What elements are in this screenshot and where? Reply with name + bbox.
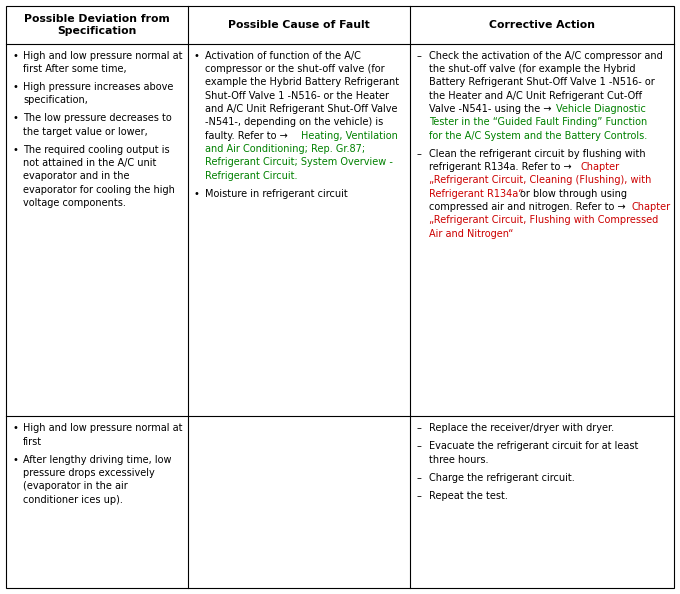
Text: Heating, Ventilation: Heating, Ventilation <box>301 131 398 141</box>
Text: Vehicle Diagnostic: Vehicle Diagnostic <box>556 104 645 114</box>
Text: The required cooling output is: The required cooling output is <box>23 145 169 155</box>
Text: refrigerant R134a. Refer to →: refrigerant R134a. Refer to → <box>429 162 575 172</box>
Text: evaporator and in the: evaporator and in the <box>23 172 129 182</box>
Text: the Heater and A/C Unit Refrigerant Cut-Off: the Heater and A/C Unit Refrigerant Cut-… <box>429 91 642 101</box>
Text: Tester in the “Guided Fault Finding” Function: Tester in the “Guided Fault Finding” Fun… <box>429 118 647 128</box>
Text: •: • <box>12 113 18 124</box>
Text: Clean the refrigerant circuit by flushing with: Clean the refrigerant circuit by flushin… <box>429 149 646 159</box>
Text: Moisture in refrigerant circuit: Moisture in refrigerant circuit <box>205 189 347 199</box>
Text: High and low pressure normal at: High and low pressure normal at <box>23 424 182 433</box>
Text: Charge the refrigerant circuit.: Charge the refrigerant circuit. <box>429 473 575 483</box>
Text: Check the activation of the A/C compressor and: Check the activation of the A/C compress… <box>429 51 663 61</box>
Text: Refrigerant R134a“: Refrigerant R134a“ <box>429 189 524 199</box>
Text: -N541-, depending on the vehicle) is: -N541-, depending on the vehicle) is <box>205 118 383 128</box>
Text: Repeat the test.: Repeat the test. <box>429 491 508 501</box>
Text: Refrigerant Circuit; System Overview -: Refrigerant Circuit; System Overview - <box>205 157 392 168</box>
Text: or blow through using: or blow through using <box>520 189 627 199</box>
Text: the target value or lower,: the target value or lower, <box>23 127 148 137</box>
Text: the shut-off valve (for example the Hybrid: the shut-off valve (for example the Hybr… <box>429 64 636 74</box>
Text: Possible Deviation from
Specification: Possible Deviation from Specification <box>24 14 170 36</box>
Text: first: first <box>23 437 42 447</box>
Text: Battery Refrigerant Shut-Off Valve 1 -N516- or: Battery Refrigerant Shut-Off Valve 1 -N5… <box>429 77 655 87</box>
Text: –: – <box>416 441 421 451</box>
Text: Activation of function of the A/C: Activation of function of the A/C <box>205 51 360 61</box>
Text: Air and Nitrogen“: Air and Nitrogen“ <box>429 229 513 239</box>
Text: Chapter: Chapter <box>631 202 670 212</box>
Text: •: • <box>194 189 199 199</box>
Text: evaporator for cooling the high: evaporator for cooling the high <box>23 185 175 195</box>
Text: •: • <box>12 145 18 155</box>
Text: Chapter: Chapter <box>581 162 620 172</box>
Text: –: – <box>416 424 421 433</box>
Text: conditioner ices up).: conditioner ices up). <box>23 495 123 505</box>
Text: –: – <box>416 491 421 501</box>
Text: specification,: specification, <box>23 96 88 106</box>
Text: High and low pressure normal at: High and low pressure normal at <box>23 51 182 61</box>
Text: Corrective Action: Corrective Action <box>489 20 595 30</box>
Text: for the A/C System and the Battery Controls.: for the A/C System and the Battery Contr… <box>429 131 647 141</box>
Text: The low pressure decreases to: The low pressure decreases to <box>23 113 172 124</box>
Text: pressure drops excessively: pressure drops excessively <box>23 468 155 478</box>
Text: •: • <box>194 51 199 61</box>
Text: compressor or the shut-off valve (for: compressor or the shut-off valve (for <box>205 64 384 74</box>
Text: „Refrigerant Circuit, Flushing with Compressed: „Refrigerant Circuit, Flushing with Comp… <box>429 216 658 226</box>
Text: „Refrigerant Circuit, Cleaning (Flushing), with: „Refrigerant Circuit, Cleaning (Flushing… <box>429 175 651 185</box>
Text: and A/C Unit Refrigerant Shut-Off Valve: and A/C Unit Refrigerant Shut-Off Valve <box>205 104 397 114</box>
Text: Evacuate the refrigerant circuit for at least: Evacuate the refrigerant circuit for at … <box>429 441 639 451</box>
Text: After lengthy driving time, low: After lengthy driving time, low <box>23 454 171 465</box>
Text: –: – <box>416 51 421 61</box>
Text: Shut-Off Valve 1 -N516- or the Heater: Shut-Off Valve 1 -N516- or the Heater <box>205 91 389 101</box>
Text: Valve -N541- using the →: Valve -N541- using the → <box>429 104 555 114</box>
Text: faulty. Refer to →: faulty. Refer to → <box>205 131 290 141</box>
Text: compressed air and nitrogen. Refer to →: compressed air and nitrogen. Refer to → <box>429 202 629 212</box>
Text: voltage components.: voltage components. <box>23 198 126 208</box>
Text: three hours.: three hours. <box>429 454 489 465</box>
Text: •: • <box>12 424 18 433</box>
Text: and Air Conditioning; Rep. Gr.87;: and Air Conditioning; Rep. Gr.87; <box>205 144 365 154</box>
Text: first After some time,: first After some time, <box>23 64 126 74</box>
Text: •: • <box>12 454 18 465</box>
Text: (evaporator in the air: (evaporator in the air <box>23 481 128 491</box>
Text: Replace the receiver/dryer with dryer.: Replace the receiver/dryer with dryer. <box>429 424 614 433</box>
Text: •: • <box>12 82 18 92</box>
Text: not attained in the A/C unit: not attained in the A/C unit <box>23 158 156 168</box>
Text: High pressure increases above: High pressure increases above <box>23 82 173 92</box>
Text: •: • <box>12 51 18 61</box>
Text: Refrigerant Circuit.: Refrigerant Circuit. <box>205 171 297 181</box>
Text: –: – <box>416 149 421 159</box>
Text: –: – <box>416 473 421 483</box>
Text: Possible Cause of Fault: Possible Cause of Fault <box>228 20 370 30</box>
Text: example the Hybrid Battery Refrigerant: example the Hybrid Battery Refrigerant <box>205 77 399 87</box>
